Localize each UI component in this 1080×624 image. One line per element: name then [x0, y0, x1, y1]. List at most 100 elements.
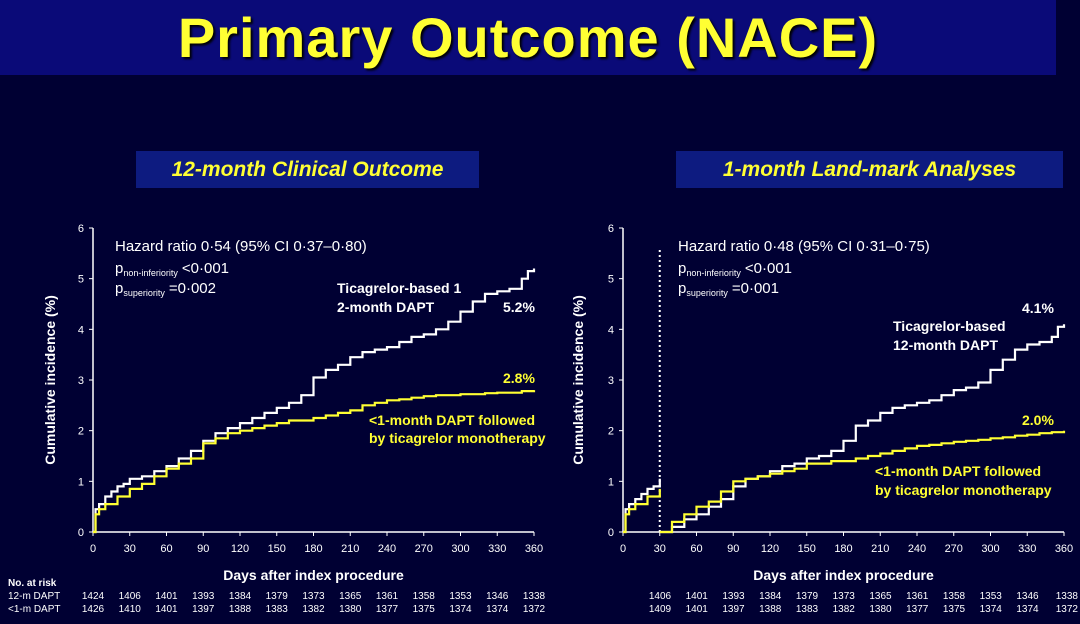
risk-cell: 1424	[82, 591, 105, 602]
risk-cell: 1409	[649, 604, 672, 615]
y-tick-label: 6	[608, 223, 614, 235]
risk-cell: 1372	[523, 604, 546, 615]
risk-cell: 1382	[302, 604, 325, 615]
x-tick-label: 90	[727, 543, 739, 555]
x-tick-label: 30	[124, 543, 136, 555]
x-tick-label: 240	[908, 543, 926, 555]
risk-cell: 1388	[759, 604, 782, 615]
risk-cell: 1397	[192, 604, 215, 615]
title-band: Primary Outcome (NACE)	[0, 0, 1056, 75]
risk-cell: 1338	[523, 591, 546, 602]
x-tick-label: 180	[304, 543, 322, 555]
risk-cell: 1374	[1016, 604, 1039, 615]
risk-cell: 1365	[869, 591, 892, 602]
risk-cell: 1401	[686, 604, 709, 615]
x-tick-label: 240	[378, 543, 396, 555]
series-line-12m-dapt	[623, 324, 1066, 534]
x-tick-label: 330	[1018, 543, 1036, 555]
x-tick-label: 270	[415, 543, 433, 555]
risk-table-cells: 1424 1406 1401 1393 1384 1379 1373 1365 1361 1358…	[82, 591, 1079, 615]
x-tick-label: 330	[488, 543, 506, 555]
left-p-superiority: psuperiority =0·002	[115, 280, 216, 298]
risk-cell: 1406	[649, 591, 672, 602]
panel-left-heading: 12-month Clinical Outcome	[136, 151, 479, 188]
left-yellow-end-value: 2.8%	[503, 370, 535, 386]
left-yellow-label-1: <1-month DAPT followed	[369, 412, 535, 428]
x-tick-label: 60	[160, 543, 172, 555]
risk-cell: 1372	[1056, 604, 1079, 615]
x-axis-label: Days after index procedure	[753, 567, 934, 583]
risk-cell: 1401	[686, 591, 709, 602]
risk-cell: 1383	[266, 604, 289, 615]
risk-cell: 1358	[943, 591, 966, 602]
panel-right-heading: 1-month Land-mark Analyses	[676, 151, 1063, 188]
y-axis-label: Cumulative incidence (%)	[570, 295, 586, 465]
y-axis-label: Cumulative incidence (%)	[42, 295, 58, 465]
risk-cell: 1380	[869, 604, 892, 615]
x-tick-label: 120	[761, 543, 779, 555]
y-tick-label: 0	[78, 527, 84, 539]
x-axis-label: Days after index procedure	[223, 567, 404, 583]
risk-cell: 1393	[722, 591, 745, 602]
left-p-noninferiority: pnon-inferiority <0·001	[115, 260, 229, 278]
x-tick-label: 360	[1055, 543, 1073, 555]
x-tick-label: 270	[945, 543, 963, 555]
x-tick-label: 180	[834, 543, 852, 555]
x-tick-label: 60	[690, 543, 702, 555]
series-line-1m-dapt	[93, 390, 536, 534]
risk-row-label-12m: 12-m DAPT	[8, 591, 60, 602]
right-white-label-1: Ticagrelor-based	[893, 318, 1006, 334]
series-line-1m-dapt	[623, 430, 1066, 534]
x-tick-label: 150	[268, 543, 286, 555]
risk-cell: 1338	[1056, 591, 1079, 602]
risk-cell: 1377	[906, 604, 929, 615]
y-tick-label: 1	[78, 476, 84, 488]
risk-cell: 1374	[449, 604, 472, 615]
left-white-label-2: 2-month DAPT	[337, 299, 435, 315]
x-tick-label: 30	[654, 543, 666, 555]
x-tick-label: 0	[90, 543, 96, 555]
risk-cell: 1373	[833, 591, 856, 602]
risk-cell: 1384	[759, 591, 782, 602]
x-tick-label: 90	[197, 543, 209, 555]
chart-right: 0 30 60 90 120 150 180 210 240 270 300 330 360 0 1 2 3 4 5…	[570, 223, 1073, 583]
risk-cell: 1361	[906, 591, 929, 602]
y-tick-label: 0	[608, 527, 614, 539]
risk-cell: 1361	[376, 591, 399, 602]
risk-cell: 1353	[449, 591, 472, 602]
left-hazard-ratio: Hazard ratio 0·54 (95% CI 0·37–0·80)	[115, 238, 367, 255]
risk-cell: 1377	[376, 604, 399, 615]
risk-cell: 1382	[833, 604, 856, 615]
right-yellow-label-1: <1-month DAPT followed	[875, 463, 1041, 479]
right-p-noninferiority: pnon-inferiority <0·001	[678, 260, 792, 278]
y-tick-label: 4	[608, 324, 614, 336]
risk-cell: 1388	[229, 604, 252, 615]
risk-cell: 1401	[155, 604, 178, 615]
left-yellow-label-2: by ticagrelor monotherapy	[369, 430, 546, 446]
x-tick-label: 150	[798, 543, 816, 555]
risk-cell: 1380	[339, 604, 362, 615]
risk-cell: 1393	[192, 591, 215, 602]
risk-cell: 1374	[486, 604, 509, 615]
risk-cell: 1374	[980, 604, 1003, 615]
right-yellow-label-2: by ticagrelor monotherapy	[875, 482, 1052, 498]
risk-cell: 1406	[119, 591, 142, 602]
y-tick-label: 2	[78, 426, 84, 438]
risk-cell: 1373	[302, 591, 325, 602]
risk-cell: 1379	[266, 591, 289, 602]
y-tick-label: 5	[78, 274, 84, 286]
series-line-12m-dapt	[93, 268, 536, 534]
risk-cell: 1375	[413, 604, 436, 615]
y-tick-label: 3	[608, 375, 614, 387]
slide-title: Primary Outcome (NACE)	[177, 6, 879, 69]
y-tick-label: 1	[608, 476, 614, 488]
y-tick-label: 4	[78, 324, 84, 336]
risk-cell: 1384	[229, 591, 252, 602]
risk-cell: 1383	[796, 604, 819, 615]
risk-cell: 1346	[1016, 591, 1039, 602]
x-tick-label: 0	[620, 543, 626, 555]
risk-cell: 1397	[722, 604, 745, 615]
x-tick-label: 120	[231, 543, 249, 555]
risk-cell: 1365	[339, 591, 362, 602]
risk-cell: 1379	[796, 591, 819, 602]
